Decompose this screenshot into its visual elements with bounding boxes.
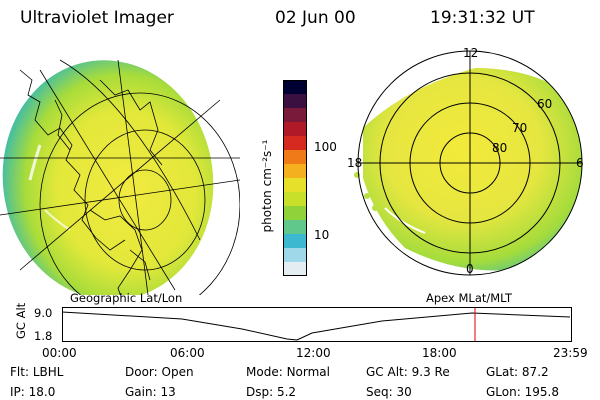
colorbar-stripe <box>283 80 307 95</box>
colorbar-stripe <box>283 206 307 221</box>
colorbar-unit-label: photon cm⁻²s⁻¹ <box>260 139 274 233</box>
time-tick-1200: 12:00 <box>296 346 331 360</box>
colorbar-stripe <box>283 234 307 249</box>
colorbar-stripe <box>283 192 307 207</box>
colorbar-tick-100: 100 <box>314 140 337 154</box>
time-tick-2359: 23:59 <box>553 346 588 360</box>
auroral-emission <box>363 68 582 271</box>
info-glon: GLon: 195.8 <box>486 385 559 399</box>
mlt-label-18: 18 <box>347 156 363 170</box>
mlt-label-6: 6 <box>576 156 584 170</box>
mlat-label-60: 60 <box>537 97 553 111</box>
date-label: 02 Jun 00 <box>275 8 356 28</box>
apex-panel-label: Apex MLat/MLT <box>426 291 513 305</box>
altitude-curve <box>62 311 571 341</box>
info-dsp: Dsp: 5.2 <box>246 385 297 399</box>
mlat-label-70: 70 <box>512 121 528 135</box>
info-door: Door: Open <box>125 365 194 379</box>
time-tick-0000: 00:00 <box>42 346 77 360</box>
colorbar-stripe <box>283 248 307 263</box>
alt-axis-label: GC Alt <box>14 302 28 339</box>
geographic-panel-label: Geographic Lat/Lon <box>70 291 183 305</box>
geographic-image <box>0 59 240 295</box>
colorbar-stripe <box>283 220 307 235</box>
colorbar-stripe <box>283 122 307 137</box>
alt-ytick-9: 9.0 <box>34 306 53 320</box>
colorbar-stripe <box>283 164 307 179</box>
info-gc-alt: GC Alt: 9.3 Re <box>366 365 450 379</box>
color-scale-bar <box>283 80 307 276</box>
info-seq: Seq: 30 <box>366 385 412 399</box>
coastlines <box>19 69 163 295</box>
instrument-title: Ultraviolet Imager <box>20 8 174 28</box>
altitude-timeline-plot <box>62 307 572 342</box>
info-ip: IP: 18.0 <box>10 385 56 399</box>
mlt-label-0: 0 <box>466 262 474 276</box>
colorbar-stripe <box>283 136 307 151</box>
mlt-label-12: 12 <box>463 46 479 60</box>
polar-grid <box>357 50 583 276</box>
time-tick-1800: 18:00 <box>422 346 457 360</box>
colorbar-stripe <box>283 262 307 276</box>
time-tick-0600: 06:00 <box>170 346 205 360</box>
info-glat: GLat: 87.2 <box>486 365 549 379</box>
colorbar-stripe <box>283 94 307 109</box>
mlat-label-80: 80 <box>492 141 508 155</box>
info-gain: Gain: 13 <box>125 385 176 399</box>
colorbar-stripe <box>283 108 307 123</box>
info-flt: Flt: LBHL <box>10 365 64 379</box>
info-mode: Mode: Normal <box>246 365 330 379</box>
polar-mlat-mlt-plot <box>354 50 583 276</box>
colorbar-stripe <box>283 150 307 165</box>
colorbar-stripe <box>283 178 307 193</box>
time-label: 19:31:32 UT <box>430 8 535 28</box>
alt-ytick-1.8: 1.8 <box>34 329 53 343</box>
colorbar-tick-10: 10 <box>314 228 330 242</box>
lat-lon-grid <box>0 59 240 295</box>
